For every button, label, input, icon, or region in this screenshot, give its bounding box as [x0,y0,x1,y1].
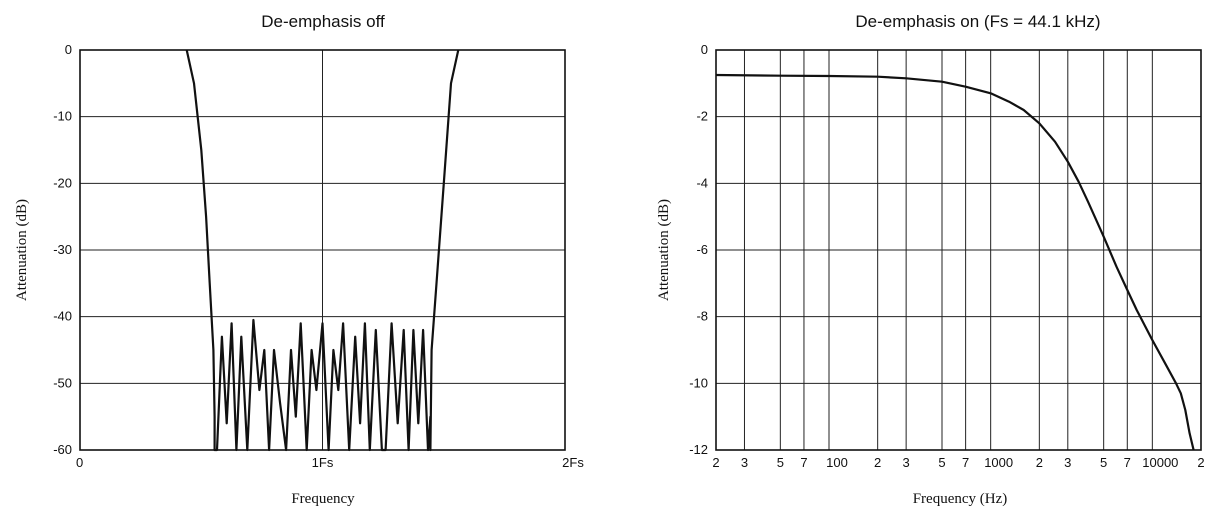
x-tick-label: 7 [800,455,807,470]
y-tick-label: 0 [65,42,72,57]
y-tick-label: -8 [696,309,708,324]
y-tick-label: -20 [53,175,72,190]
x-tick-label: 2 [1197,455,1204,470]
x-tick-label: 1000 [984,455,1013,470]
x-tick-label: 100 [826,455,848,470]
x-tick-label: 7 [962,455,969,470]
x-tick-label: 2 [874,455,881,470]
chart-attenuation-deemphasis-on: De-emphasis on (Fs = 44.1 kHz) Frequency… [656,12,1205,507]
y-tick-label: -40 [53,309,72,324]
plot-frame [79,49,566,451]
y-tick-label: -12 [689,442,708,457]
x-tick-label: 2Fs [562,455,584,470]
chart-attenuation-deemphasis-off: De-emphasis off Frequency Attenuation (d… [14,12,584,507]
chart-title: De-emphasis on (Fs = 44.1 kHz) [855,12,1100,31]
grid [715,49,1202,451]
x-tick-label: 3 [903,455,910,470]
x-tick-label: 7 [1124,455,1131,470]
x-tick-label: 10000 [1142,455,1178,470]
x-tick-label: 1Fs [312,455,334,470]
x-axis-label: Frequency [291,491,355,507]
data-series [185,49,460,452]
x-tick-label: 3 [741,455,748,470]
x-tick-label: 5 [777,455,784,470]
chart-title: De-emphasis off [261,12,385,31]
x-tick-label: 2 [712,455,719,470]
plot-frame [715,49,1202,451]
y-axis-label: Attenuation (dB) [14,199,30,301]
y-tick-label: -30 [53,242,72,257]
y-tick-label: -6 [696,242,708,257]
y-axis-label: Attenuation (dB) [656,199,672,301]
y-tick-label: -10 [689,375,708,390]
y-tick-label: -60 [53,442,72,457]
tick-labels: 0 -2 -4 -6 -8 -10 -12 2 3 5 7 100 2 3 5 7 1000 2 3 5 7 10000 2 [689,42,1204,470]
x-tick-label: 2 [1036,455,1043,470]
data-series [715,73,1195,451]
x-tick-label: 3 [1064,455,1071,470]
x-tick-label: 5 [1100,455,1107,470]
grid [79,49,566,451]
x-tick-label: 5 [938,455,945,470]
y-tick-label: -50 [53,375,72,390]
x-axis-label: Frequency (Hz) [913,491,1008,507]
y-tick-label: -4 [696,175,708,190]
y-tick-label: -2 [696,109,708,124]
series-line [185,49,460,452]
series-line [715,73,1195,451]
y-tick-label: 0 [701,42,708,57]
y-tick-label: -10 [53,109,72,124]
tick-labels: 0 -10 -20 -30 -40 -50 -60 0 1Fs 2Fs [53,42,584,470]
x-tick-label: 0 [76,455,83,470]
